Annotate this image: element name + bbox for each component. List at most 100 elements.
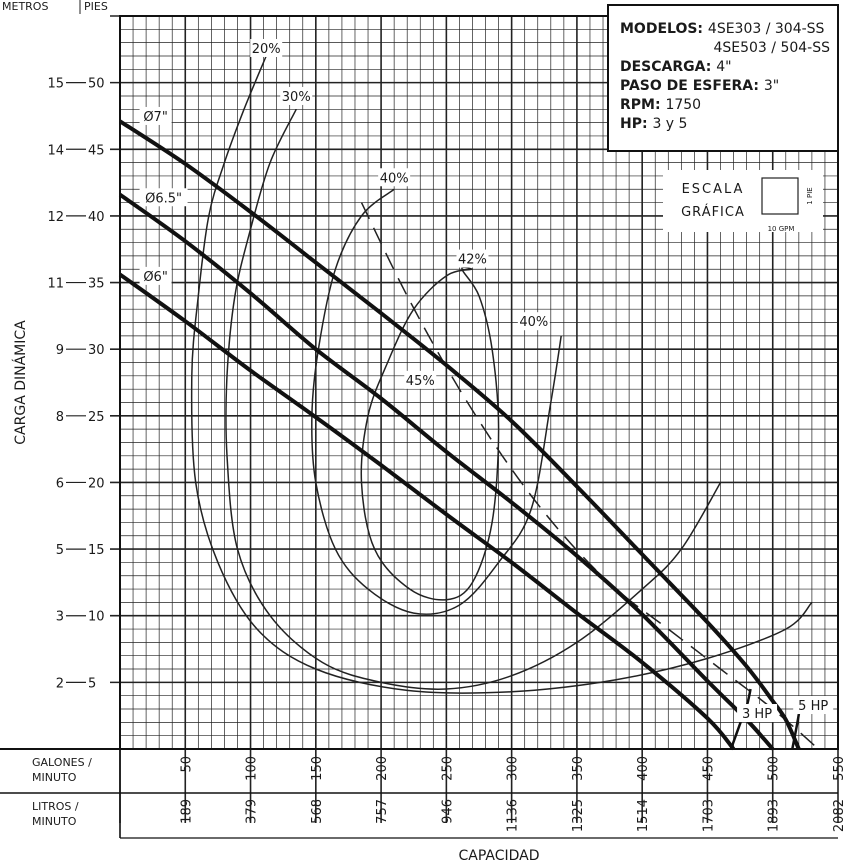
y-tick-label-ft: 25 bbox=[88, 410, 105, 425]
impeller-curve bbox=[118, 192, 775, 751]
x-tick-label-gpm: 450 bbox=[701, 756, 716, 781]
info-line: RPM: 1750 bbox=[620, 97, 701, 113]
impeller-label: Ø6" bbox=[143, 270, 167, 285]
scale-legend-line2: GRÁFICA bbox=[681, 204, 745, 220]
efficiency-label-bg bbox=[280, 86, 313, 105]
y-tick-label-ft: 20 bbox=[88, 476, 105, 491]
y-tick-label-ft: 45 bbox=[88, 143, 105, 158]
y-tick-label-m: 3 bbox=[56, 610, 64, 625]
info-box: MODELOS: 4SE303 / 304-SS 4SE503 / 504-SS D… bbox=[607, 4, 839, 152]
y-tick-label-m: 15 bbox=[47, 77, 64, 92]
scale-legend-gpm-label: 10 GPM bbox=[768, 225, 795, 233]
info-value: 4SE303 / 304-SS bbox=[708, 21, 825, 37]
curve-labels: Ø7" Ø6.5" Ø6" 20% 30% 40% 40% 42% 45% 3 HP 5 HP bbox=[139, 38, 834, 723]
x-tick-label-lpm: 946 bbox=[440, 799, 455, 824]
y-tick-label-m: 12 bbox=[47, 210, 64, 225]
info-value: 4SE503 / 504-SS bbox=[713, 40, 830, 56]
y-tick-label-m: 8 bbox=[56, 410, 64, 425]
y-tick-label-ft: 30 bbox=[88, 343, 105, 358]
efficiency-label-bg bbox=[456, 249, 489, 268]
y-tick-label-m: 9 bbox=[56, 343, 64, 358]
y-tick-label-ft: 40 bbox=[88, 210, 105, 225]
efficiency-label: 20% bbox=[252, 42, 281, 57]
info-key: RPM: bbox=[620, 97, 665, 113]
efficiency-label-bg bbox=[404, 370, 437, 389]
hp-label-bg bbox=[737, 704, 778, 723]
y-tick-label-ft: 10 bbox=[88, 610, 105, 625]
efficiency-curves bbox=[190, 55, 813, 694]
x-tick-label-gpm: 500 bbox=[767, 756, 782, 781]
info-value: 1750 bbox=[665, 97, 701, 113]
x-tick-label-lpm: 2082 bbox=[832, 799, 845, 832]
x-units-gpm-line1: GALONES / bbox=[32, 756, 92, 769]
x-tick-label-lpm: 568 bbox=[310, 799, 325, 824]
efficiency-label: 42% bbox=[458, 253, 487, 268]
info-key: MODELOS: bbox=[620, 21, 708, 37]
impeller-curves bbox=[118, 119, 801, 751]
x-tick-label-lpm: 379 bbox=[245, 799, 260, 824]
hp-label-bg bbox=[793, 696, 834, 715]
impeller-label-bg bbox=[139, 266, 172, 285]
x-tick-label-gpm: 200 bbox=[375, 756, 390, 781]
y-tick-label-m: 11 bbox=[47, 277, 64, 292]
x-tick-label-gpm: 50 bbox=[179, 756, 194, 773]
info-value: 4" bbox=[716, 59, 731, 75]
info-line: DESCARGA: 4" bbox=[620, 59, 732, 75]
info-key: HP: bbox=[620, 116, 652, 132]
impeller-label: Ø6.5" bbox=[145, 191, 182, 206]
scale-legend-bg bbox=[663, 170, 823, 232]
info-box-frame bbox=[607, 4, 839, 152]
impeller-label-bg bbox=[139, 188, 188, 207]
x-tick-label-gpm: 350 bbox=[571, 756, 586, 781]
efficiency-label-bg bbox=[378, 168, 411, 187]
x-tick-label-gpm: 150 bbox=[310, 756, 325, 781]
efficiency-label: 40% bbox=[519, 315, 548, 330]
y-tick-label-m: 2 bbox=[56, 676, 64, 691]
scale-legend-square bbox=[761, 177, 799, 215]
info-line: MODELOS: 4SE303 / 304-SS bbox=[620, 21, 825, 37]
y-tick-label-m: 14 bbox=[47, 143, 64, 158]
x-tick-label-lpm: 1514 bbox=[636, 799, 651, 832]
x-tick-label-lpm: 1136 bbox=[506, 799, 521, 832]
info-value: 3" bbox=[764, 78, 779, 94]
x-axis-label: CAPACIDAD bbox=[458, 848, 539, 864]
x-tick-label-lpm: 1893 bbox=[767, 799, 782, 832]
efficiency-label-bg bbox=[250, 38, 283, 57]
grid-minor bbox=[120, 16, 838, 749]
x-units-lpm-line1: LITROS / bbox=[32, 800, 79, 813]
y-tick-label-ft: 5 bbox=[88, 676, 96, 691]
efficiency-curve bbox=[311, 188, 562, 615]
y-tick-label-ft: 35 bbox=[88, 277, 105, 292]
y-units-pies: PIES bbox=[84, 0, 108, 13]
info-line: 4SE503 / 504-SS bbox=[713, 40, 830, 56]
x-tick-label-gpm: 100 bbox=[245, 756, 260, 781]
y-tick-label-m: 6 bbox=[56, 476, 64, 491]
scale-legend: ESCALA GRÁFICA 1 PIE 10 GPM bbox=[663, 170, 823, 233]
info-key: DESCARGA: bbox=[620, 59, 716, 75]
info-line: PASO DE ESFERA: 3" bbox=[620, 78, 779, 94]
info-line: HP: 3 y 5 bbox=[620, 116, 687, 132]
x-units-lpm-line2: MINUTO bbox=[32, 815, 77, 828]
scale-legend-line1: ESCALA bbox=[682, 182, 745, 197]
info-key: PASO DE ESFERA: bbox=[620, 78, 764, 94]
hp-label: 5 HP bbox=[798, 699, 828, 714]
efficiency-label: 40% bbox=[380, 171, 409, 186]
efficiency-curve bbox=[360, 266, 500, 601]
x-tick-label-gpm: 250 bbox=[440, 756, 455, 781]
x-tick-label-lpm: 1703 bbox=[701, 799, 716, 832]
y-units-metros: METROS bbox=[2, 0, 48, 13]
efficiency-curve bbox=[225, 108, 722, 690]
efficiency-label-bg bbox=[517, 312, 550, 331]
hp-label: 3 HP bbox=[742, 707, 772, 722]
impeller-curve bbox=[118, 272, 736, 751]
info-value: 3 y 5 bbox=[652, 116, 687, 132]
x-tick-label-gpm: 550 bbox=[832, 756, 845, 781]
impeller-label-bg bbox=[139, 106, 172, 125]
y-axis-label: CARGA DINÁMICA bbox=[12, 320, 29, 445]
x-tick-label-gpm: 400 bbox=[636, 756, 651, 781]
x-tick-label-lpm: 1325 bbox=[571, 799, 586, 832]
x-tick-label-lpm: 189 bbox=[179, 799, 194, 824]
efficiency-curve bbox=[190, 55, 813, 694]
